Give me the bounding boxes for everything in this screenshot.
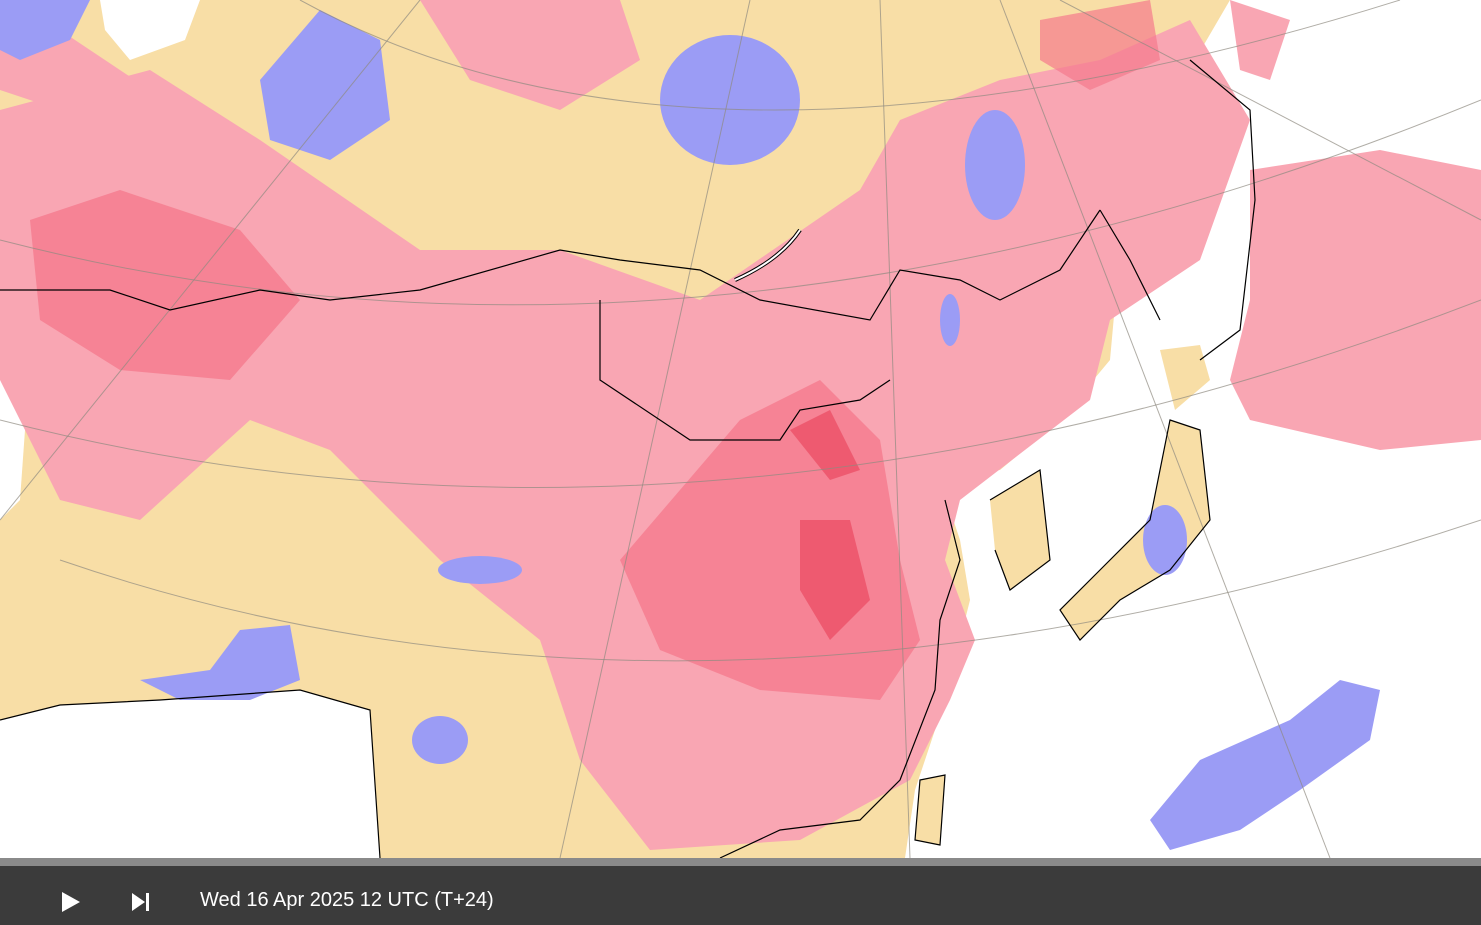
cold-area <box>140 625 300 700</box>
strong-warm-area <box>1040 0 1160 90</box>
coastline <box>1099 209 1161 321</box>
control-bar <box>0 866 1481 925</box>
ocean <box>100 0 200 60</box>
skip-icon <box>146 893 149 911</box>
warm-area <box>1230 150 1481 450</box>
graticule <box>0 99 1481 306</box>
skip-end-button[interactable] <box>126 886 156 918</box>
land <box>990 470 1050 590</box>
timeline[interactable] <box>0 858 1481 866</box>
cold-area <box>412 716 468 764</box>
cold-area <box>0 0 90 60</box>
graticule <box>1059 0 1481 221</box>
play-icon <box>62 892 80 912</box>
graticule <box>879 0 911 858</box>
graticule <box>999 0 1331 858</box>
coastline <box>719 499 961 858</box>
cold-area <box>1143 505 1187 575</box>
coastline <box>989 469 1051 591</box>
graticule <box>299 0 1401 111</box>
cold-area <box>1150 680 1380 850</box>
play-button[interactable] <box>56 886 86 918</box>
skip-icon <box>132 893 145 911</box>
cold-area <box>260 10 390 160</box>
coastline <box>1189 59 1256 361</box>
cold-area <box>965 110 1025 220</box>
land <box>915 775 945 845</box>
land <box>1160 345 1210 410</box>
strong-warm-area <box>30 190 300 380</box>
land <box>1060 420 1210 640</box>
strongest-warm-area <box>800 520 870 640</box>
warm-area <box>420 0 640 110</box>
warm-area <box>0 20 1250 850</box>
coastline <box>914 774 946 846</box>
border <box>0 209 1101 321</box>
coastline <box>1059 419 1211 641</box>
graticule <box>0 0 421 521</box>
cold-area <box>940 294 960 346</box>
coastline <box>0 689 381 858</box>
weather-map <box>0 0 1481 858</box>
timestamp: Wed 16 Apr 2025 12 UTC (T+24) <box>200 889 494 911</box>
cold-area <box>660 35 800 165</box>
strongest-warm-area <box>790 410 860 480</box>
graticule <box>559 0 751 858</box>
lake <box>734 229 801 281</box>
cold-area <box>438 556 522 584</box>
graticule <box>0 299 1481 488</box>
border <box>599 300 891 441</box>
ocean <box>0 690 380 858</box>
graticule <box>59 519 1481 662</box>
